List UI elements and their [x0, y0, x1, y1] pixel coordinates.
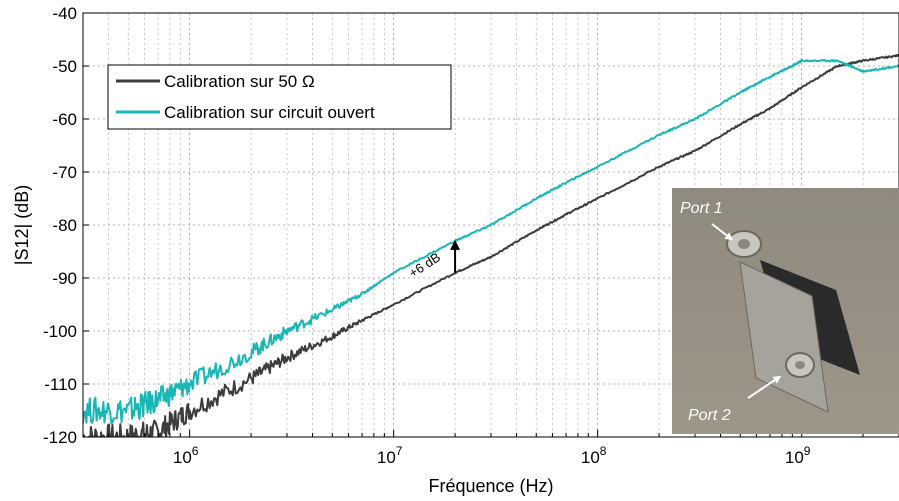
- x-tick-label-base: 10: [581, 448, 600, 467]
- legend: Calibration sur 50 Ω Calibration sur cir…: [107, 64, 452, 130]
- inset-connector-2-core: [795, 361, 805, 369]
- x-tick-label: 109: [785, 444, 811, 467]
- x-tick-label-exponent: 9: [804, 444, 811, 458]
- tick-marks: [82, 12, 899, 438]
- legend-label-open-circuit: Calibration sur circuit ouvert: [164, 103, 375, 122]
- x-tick-label-exponent: 7: [396, 444, 403, 458]
- series-group: [83, 53, 899, 437]
- y-tick-label: -90: [52, 269, 77, 288]
- inset-port-1-label: Port 1: [680, 200, 723, 217]
- y-tick-label: -120: [43, 428, 77, 447]
- y-tick-labels: -40 -50 -60 -70 -80 -90 -100 -110 -120: [43, 4, 77, 447]
- y-tick-label: -100: [43, 322, 77, 341]
- x-tick-label-base: 10: [377, 448, 396, 467]
- series-line-1: [83, 59, 899, 425]
- y-tick-label: -110: [44, 375, 77, 394]
- x-tick-label: 107: [377, 444, 403, 467]
- x-tick-label: 106: [173, 444, 199, 467]
- x-axis-label: Fréquence (Hz): [428, 476, 553, 496]
- y-tick-label: -70: [52, 163, 77, 182]
- inset-photo: Port 1 Port 2: [672, 188, 899, 434]
- x-tick-label: 108: [581, 444, 607, 467]
- legend-label-50-ohm: Calibration sur 50 Ω: [164, 72, 315, 91]
- x-tick-label-exponent: 8: [600, 444, 607, 458]
- y-tick-label: -80: [52, 216, 77, 235]
- inset-port-1-arrow: [711, 223, 734, 241]
- inset-port-2-label: Port 2: [688, 407, 731, 424]
- y-tick-label: -50: [52, 57, 77, 76]
- y-axis-label: |S12| (dB): [12, 185, 32, 265]
- series-line-0: [83, 53, 899, 437]
- y-tick-label: -60: [52, 110, 77, 129]
- x-tick-label-exponent: 6: [192, 444, 199, 458]
- x-tick-label-base: 10: [173, 448, 192, 467]
- inset-connector-1-core: [738, 239, 750, 249]
- inset-port-2-arrow: [747, 375, 782, 399]
- y-tick-label: -40: [52, 4, 77, 23]
- x-tick-labels: 106 107 108 109: [173, 444, 811, 467]
- legend-box: [107, 64, 452, 130]
- x-tick-label-base: 10: [785, 448, 804, 467]
